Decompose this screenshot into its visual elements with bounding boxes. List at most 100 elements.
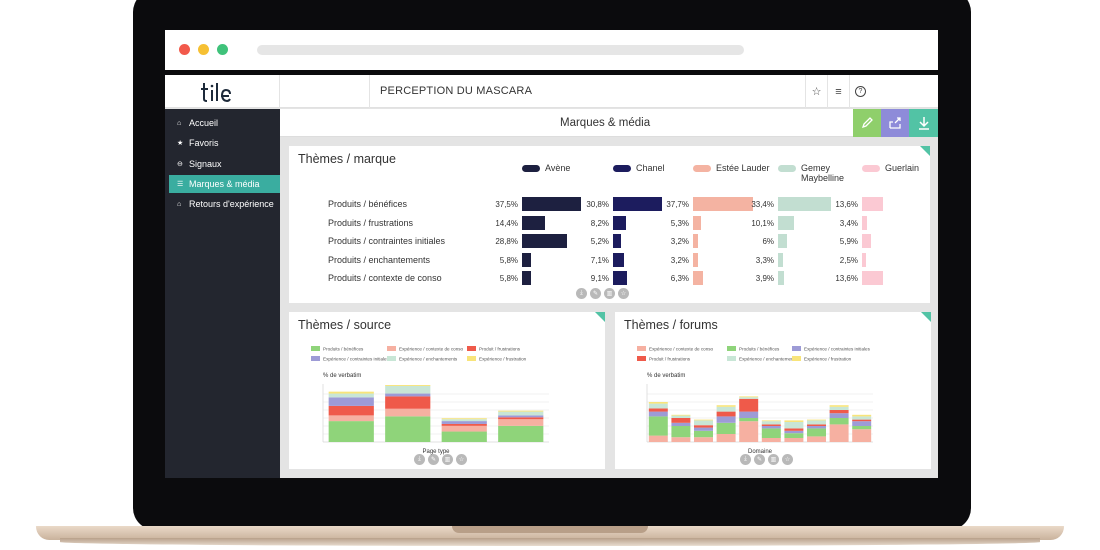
bar-segment[interactable] (498, 410, 544, 412)
help-icon[interactable]: ? (849, 75, 871, 108)
bar-segment[interactable] (385, 408, 431, 417)
download-button[interactable] (909, 109, 938, 137)
star-icon[interactable]: ☆ (782, 454, 793, 465)
download-icon[interactable]: ⤓ (414, 454, 425, 465)
bar-segment[interactable] (852, 419, 872, 422)
legend-item[interactable]: Chanel (613, 163, 703, 173)
bar-segment[interactable] (784, 438, 804, 442)
bar[interactable] (778, 252, 784, 267)
bar-segment[interactable] (648, 408, 668, 412)
share-button[interactable] (881, 109, 909, 137)
bar-segment[interactable] (648, 403, 668, 409)
bar[interactable] (613, 215, 626, 230)
bar-segment[interactable] (648, 402, 668, 404)
bar-segment[interactable] (671, 437, 691, 442)
bar[interactable] (693, 215, 702, 230)
bar-segment[interactable] (385, 385, 431, 386)
bar-segment[interactable] (761, 420, 781, 422)
trash-icon[interactable]: ▥ (442, 454, 453, 465)
bar-segment[interactable] (441, 421, 487, 424)
bar[interactable] (778, 271, 785, 286)
bar-segment[interactable] (829, 406, 849, 410)
pencil-icon[interactable]: ✎ (754, 454, 765, 465)
bar-segment[interactable] (761, 426, 781, 429)
bar[interactable] (862, 271, 884, 286)
star-icon[interactable]: ☆ (618, 288, 629, 299)
bar[interactable] (693, 234, 699, 249)
star-icon[interactable]: ☆ (805, 75, 827, 108)
bar-segment[interactable] (852, 429, 872, 442)
bar[interactable] (862, 215, 868, 230)
bar-segment[interactable] (694, 419, 713, 421)
bar-segment[interactable] (852, 426, 872, 430)
bar[interactable] (693, 252, 699, 267)
bar-segment[interactable] (784, 433, 804, 438)
bar-segment[interactable] (328, 393, 374, 398)
trash-icon[interactable]: ▥ (768, 454, 779, 465)
url-bar[interactable] (257, 45, 744, 55)
bar-segment[interactable] (328, 421, 374, 442)
bar-segment[interactable] (498, 425, 544, 442)
bar[interactable] (522, 234, 568, 249)
bar[interactable] (613, 234, 622, 249)
bar-segment[interactable] (739, 418, 759, 422)
legend-item[interactable]: Estée Lauder (693, 163, 783, 173)
bar-segment[interactable] (385, 393, 431, 397)
bar-segment[interactable] (498, 415, 544, 418)
bar-segment[interactable] (498, 411, 544, 416)
logo[interactable]: tile (165, 75, 280, 108)
pencil-icon[interactable]: ✎ (428, 454, 439, 465)
bar[interactable] (778, 215, 794, 230)
bar[interactable] (862, 197, 884, 211)
bar[interactable] (613, 271, 628, 286)
bar-segment[interactable] (761, 438, 781, 442)
bar-segment[interactable] (784, 422, 804, 429)
bar-segment[interactable] (716, 416, 736, 423)
bar[interactable] (522, 215, 545, 230)
bar-segment[interactable] (441, 419, 487, 422)
bar[interactable] (613, 252, 625, 267)
menu-icon[interactable]: ≡ (827, 75, 849, 108)
legend-item[interactable]: Guerlain (862, 163, 938, 173)
bar-segment[interactable] (671, 422, 691, 426)
bar-segment[interactable] (716, 411, 736, 417)
bar-segment[interactable] (807, 420, 826, 425)
bar-segment[interactable] (671, 426, 691, 438)
bar-segment[interactable] (739, 398, 759, 412)
pencil-icon[interactable]: ✎ (590, 288, 601, 299)
bar-segment[interactable] (385, 385, 431, 394)
bar-segment[interactable] (784, 428, 804, 431)
sidebar-item-marques-media[interactable]: ☰ Marques & média (169, 175, 280, 193)
bar-segment[interactable] (807, 428, 826, 437)
bar-segment[interactable] (761, 424, 781, 426)
bar-segment[interactable] (829, 418, 849, 425)
bar-segment[interactable] (671, 418, 691, 423)
bar-segment[interactable] (761, 428, 781, 438)
bar[interactable] (778, 234, 788, 249)
bar-segment[interactable] (328, 415, 374, 422)
download-icon[interactable]: ⤓ (576, 288, 587, 299)
bar-segment[interactable] (441, 431, 487, 442)
star-icon[interactable]: ☆ (456, 454, 467, 465)
bar-segment[interactable] (784, 420, 804, 422)
bar-segment[interactable] (784, 430, 804, 434)
trash-icon[interactable]: ▥ (604, 288, 615, 299)
bar-segment[interactable] (829, 410, 849, 414)
bar-segment[interactable] (671, 415, 691, 418)
bar-segment[interactable] (694, 420, 713, 426)
bar-segment[interactable] (716, 405, 736, 407)
legend-item[interactable]: Avène (522, 163, 612, 173)
edit-button[interactable] (853, 109, 881, 137)
bar-segment[interactable] (385, 396, 431, 409)
bar[interactable] (522, 271, 532, 286)
bar[interactable] (522, 197, 582, 211)
bar-segment[interactable] (441, 423, 487, 426)
close-window-icon[interactable] (179, 44, 190, 55)
bar-segment[interactable] (328, 391, 374, 394)
sidebar-item-favoris[interactable]: ★ Favoris (169, 134, 280, 152)
bar-segment[interactable] (716, 434, 736, 442)
bar[interactable] (693, 197, 753, 211)
bar-segment[interactable] (739, 397, 759, 399)
legend-item[interactable]: Gemey Maybelline (778, 163, 858, 183)
bar-segment[interactable] (648, 435, 668, 442)
